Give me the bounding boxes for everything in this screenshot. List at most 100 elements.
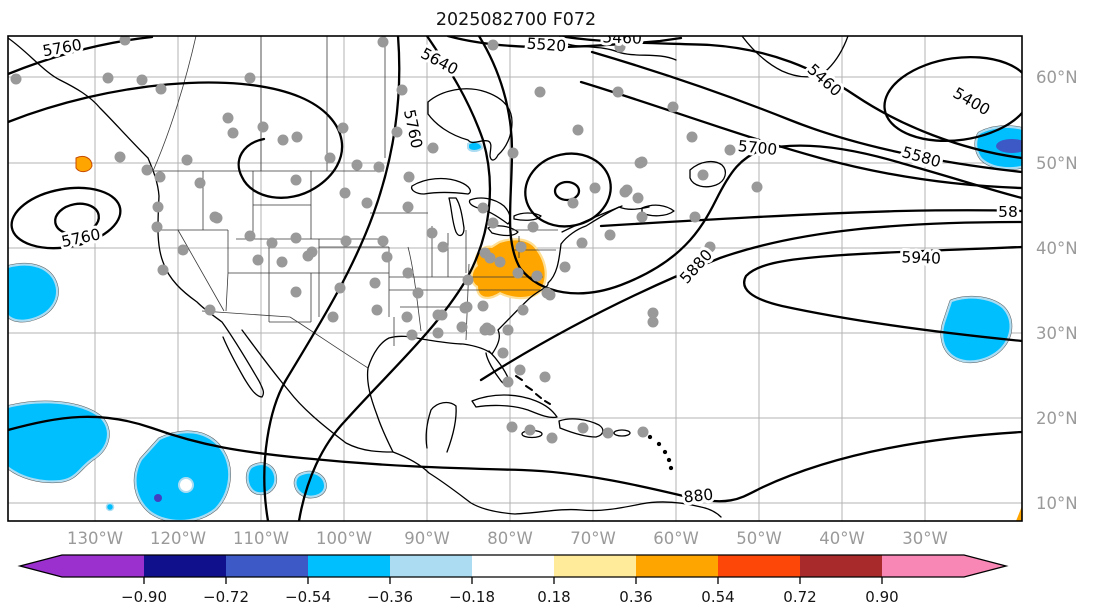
colorbar-segment [390,555,472,577]
colorbar-segment [636,555,718,577]
station-dot [524,424,536,436]
colorbar-tick-labels: −0.90 −0.72 −0.54 −0.36 −0.18 0.18 0.36 … [121,588,899,606]
station-dot [227,127,239,139]
lon-tick-label: 130°W [67,529,123,548]
station-dot [154,171,166,183]
lon-tick-label: 120°W [150,529,206,548]
station-dot [636,211,648,223]
colorbar-ticks [143,577,883,584]
colorbar-segment [718,555,800,577]
station-dot [647,307,659,319]
figure-title: 2025082700 F072 [436,10,596,30]
station-dot [396,84,408,96]
station-dot [290,174,302,186]
station-dot [479,247,491,259]
station-dot [531,270,543,282]
colorbar-tick-label: −0.72 [203,588,249,606]
station-dot [456,321,468,333]
station-dot [612,86,624,98]
station-dot [604,229,616,241]
orange-blob-pacific-coast [75,155,93,173]
lon-tick-label: 60°W [653,529,699,548]
station-dot [291,131,303,143]
station-dots [10,36,763,444]
station-dot [141,164,153,176]
station-dot [102,72,114,84]
lat-tick-label: 20°N [1036,409,1078,428]
station-dot [266,237,278,249]
contour-label: 58 [998,203,1018,221]
cyan-blob-southwest-1 [8,400,110,484]
contour-label: 880 [683,486,714,507]
station-dot [567,197,579,209]
colorbar-outline [17,554,1009,578]
colorbar-tick-label: −0.36 [367,588,413,606]
cyan-blob-left-edge [8,262,59,323]
station-dot [337,122,349,134]
station-dot [544,289,556,301]
cyan-speck [105,502,115,512]
station-dot [324,152,336,164]
station-dot [497,347,509,359]
cyan-blob-royal-core [996,139,1022,153]
contour-label: 5760 [400,108,426,150]
station-dot [194,177,206,189]
station-dot [724,144,736,156]
station-dot [391,126,403,138]
station-dot [637,426,649,438]
cyan-blob-hole [178,477,194,493]
lon-tick-label: 80°W [487,529,533,548]
station-dot [157,264,169,276]
cyan-sliver-hudson [467,140,484,152]
station-dot [514,364,526,376]
cyan-blob-atlantic-south [940,295,1013,364]
station-dot [177,244,189,256]
lon-tick-label: 90°W [404,529,450,548]
station-dot [589,182,601,194]
station-dot [506,421,518,433]
lat-tick-label: 40°N [1036,239,1078,258]
station-dot [401,311,413,323]
lon-tick-label: 110°W [233,529,289,548]
colorbar-tick-label: 0.72 [783,588,816,606]
station-dot [437,241,449,253]
cyan-blob-small-1 [245,462,278,496]
station-dot [373,161,385,173]
station-dot [477,300,489,312]
station-dot [351,159,363,171]
station-dot [377,235,389,247]
station-dot [327,311,339,323]
station-dot [436,309,448,321]
contour-label: 5760 [41,36,83,61]
contour-label: 5520 [526,35,567,56]
station-dot [377,36,389,48]
station-dot [290,286,302,298]
station-dot [361,197,373,209]
negative-anomaly-shading [8,125,1022,521]
colorbar-segment [144,555,226,577]
station-dot [257,121,269,133]
station-dot [152,201,164,213]
colorbar-segment [800,555,882,577]
station-dot [697,169,709,181]
station-dot [369,277,381,289]
colorbar-left-arrow [20,555,62,577]
station-dot [432,327,444,339]
station-dot [10,73,22,85]
station-dot [302,250,314,262]
lat-tick-label: 50°N [1036,154,1078,173]
lon-tick-label: 70°W [570,529,616,548]
station-dot [119,36,131,46]
contour-label: 5700 [737,137,778,159]
station-dot [181,154,193,166]
station-dot [686,131,698,143]
station-dot [339,187,351,199]
contour-label: 5940 [901,248,941,267]
station-dot [340,235,352,247]
station-dot [244,230,256,242]
station-dot [277,134,289,146]
contour-label: 5460 [804,60,845,100]
lat-tick-label: 60°N [1036,68,1078,87]
station-dot [621,184,633,196]
